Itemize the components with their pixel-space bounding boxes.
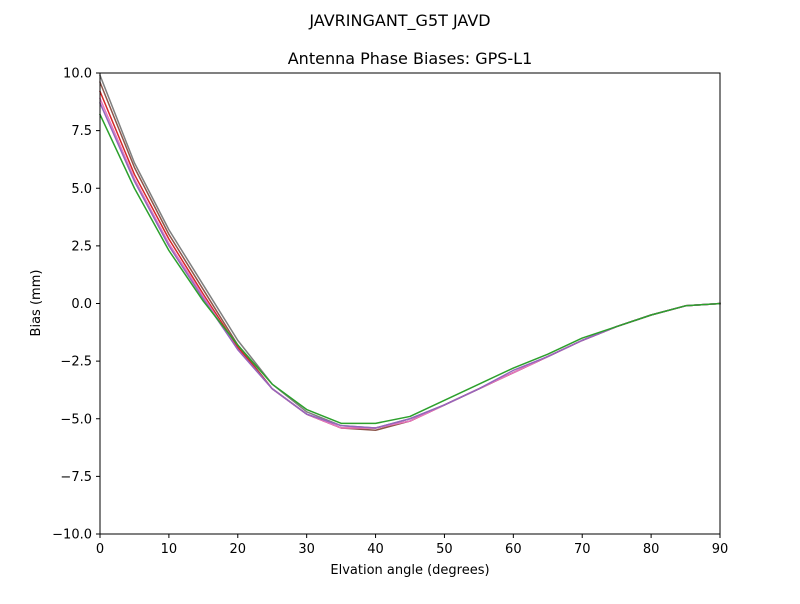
series-line-0 xyxy=(99,74,721,429)
series-line-3 xyxy=(99,97,721,429)
x-tick-label: 60 xyxy=(505,542,522,557)
y-tick-label: −7.5 xyxy=(60,470,92,485)
y-tick-label: 5.0 xyxy=(71,182,92,197)
x-tick-label: 20 xyxy=(230,542,247,557)
y-axis-label: Bias (mm) xyxy=(29,270,44,337)
y-tick-label: 7.5 xyxy=(71,124,92,139)
series-line-5 xyxy=(99,113,721,425)
series-layer xyxy=(99,74,721,432)
y-tick-label: 0.0 xyxy=(71,297,92,312)
series-line-4 xyxy=(99,101,721,429)
x-axis-label: Elvation angle (degrees) xyxy=(330,563,489,578)
x-tick-label: 90 xyxy=(712,542,729,557)
x-tick-label: 40 xyxy=(367,542,384,557)
y-tick-label: −10.0 xyxy=(52,528,92,543)
plot-frame xyxy=(99,72,721,535)
x-axis-ticks: 0 10 20 30 40 50 60 70 80 90 xyxy=(96,534,728,557)
y-tick-label: −2.5 xyxy=(60,355,92,370)
chart-title: Antenna Phase Biases: GPS-L1 xyxy=(288,49,533,68)
y-tick-label: −5.0 xyxy=(60,412,92,427)
x-tick-label: 0 xyxy=(96,542,104,557)
chart-suptitle: JAVRINGANT_G5T JAVD xyxy=(308,11,490,31)
x-tick-label: 10 xyxy=(161,542,178,557)
series-line-2 xyxy=(99,90,721,429)
x-tick-label: 30 xyxy=(298,542,315,557)
y-tick-label: 2.5 xyxy=(71,239,92,254)
y-tick-label: 10.0 xyxy=(63,67,92,82)
x-tick-label: 70 xyxy=(574,542,591,557)
x-tick-label: 80 xyxy=(643,542,660,557)
series-line-1 xyxy=(99,81,721,432)
y-axis-ticks: −10.0 −7.5 −5.0 −2.5 0.0 2.5 5.0 7.5 10.0 xyxy=(52,67,100,543)
x-tick-label: 50 xyxy=(436,542,453,557)
